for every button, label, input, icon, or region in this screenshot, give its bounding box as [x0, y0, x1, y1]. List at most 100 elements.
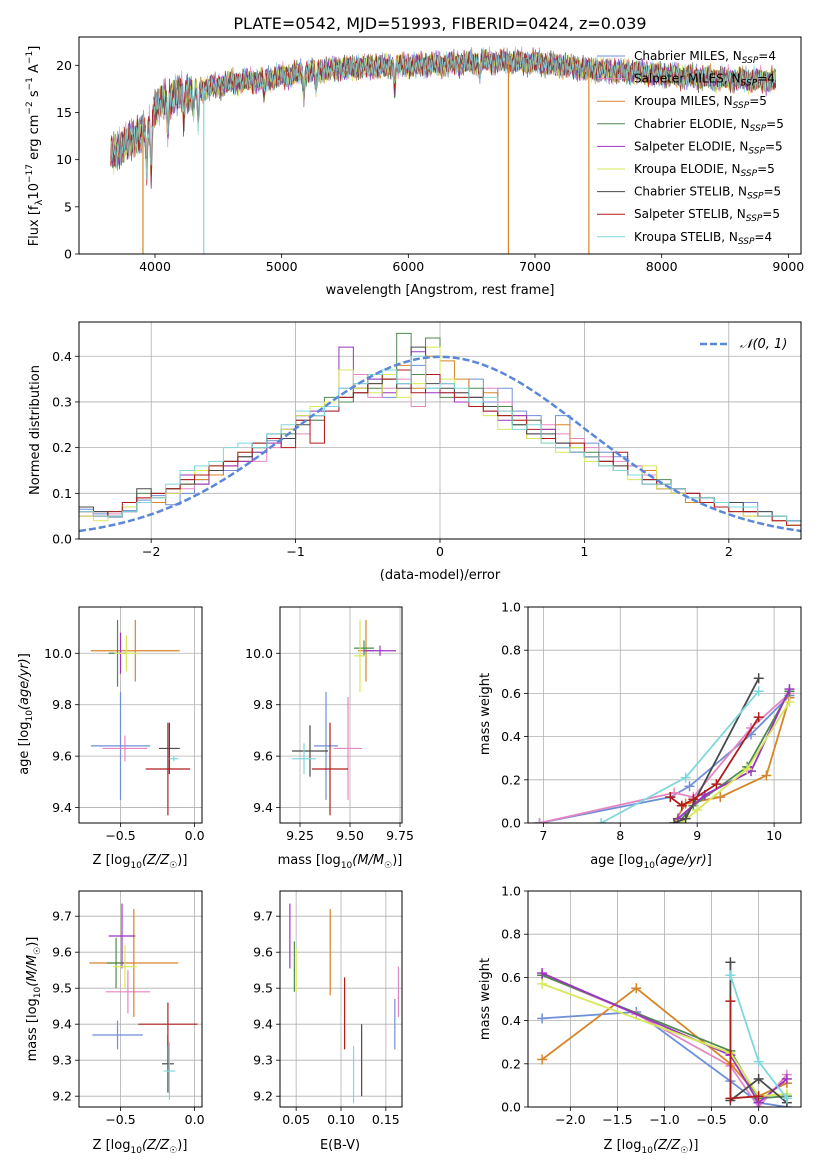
x-tick-label: 5000	[266, 259, 298, 274]
plot-content	[289, 903, 400, 1104]
x-tick-label: −0.5	[696, 1112, 726, 1127]
legend-sub: SSP	[741, 169, 758, 179]
grid	[280, 607, 402, 823]
legend-nssp: =5	[764, 185, 782, 199]
y-tick-label: 0.4	[501, 729, 521, 744]
x-tick-label: 2	[725, 544, 733, 559]
legend-label: Chabrier STELIB, NSSP=5	[634, 185, 781, 202]
x-tick-label: 9	[693, 828, 701, 843]
y-tick-label: 0.3	[52, 394, 72, 409]
axes: 4000 5000 6000 7000 8000 9000 0 5 10 15 20	[56, 58, 804, 274]
x-tick-label: 7000	[519, 259, 551, 274]
y-tick-label: 10.0	[245, 646, 273, 661]
legend-sub: SSP	[742, 56, 759, 66]
y-tick-label: 1.0	[501, 884, 521, 899]
plot-content	[537, 957, 792, 1107]
weight-line	[541, 983, 787, 1098]
weight-vs-age-plot-area: 7 8 9 10 0.0 0.2 0.4 0.6 0.8 1.0	[501, 600, 802, 844]
x-tick-label: 9.50	[336, 828, 364, 843]
spectrum-ylabel: Flux [fλ10−17 erg cm−2 s−1 A−1]	[25, 46, 45, 247]
mass-vs-ebv-xlabel: E(B-V)	[320, 1138, 360, 1153]
weight-line	[673, 677, 760, 823]
axes: −2 −1 0 1 2 0.0 0.1 0.2 0.3 0.4	[52, 349, 733, 559]
x-tick-label: 10	[766, 828, 782, 843]
axes-frame	[527, 890, 802, 1108]
axes-frame	[279, 606, 403, 824]
x-tick-label: 6000	[392, 259, 424, 274]
axes-frame	[527, 606, 802, 824]
weight-vs-age-xlabel: age [log10(age/yr)]	[590, 853, 712, 871]
y-tick-label: 0.4	[501, 1013, 521, 1028]
plot-content	[110, 46, 777, 254]
x-tick-label: 9.25	[286, 828, 314, 843]
legend-label: Salpeter MILES, NSSP=4	[634, 72, 775, 89]
y-tick-label: 9.5	[52, 981, 72, 996]
legend-label: Kroupa STELIB, NSSP=4	[634, 230, 772, 247]
x-tick-label: 0	[436, 544, 444, 559]
x-tick-label: 9000	[772, 259, 804, 274]
plot-content	[292, 619, 396, 816]
legend-sub: SSP	[750, 124, 767, 134]
legend-sub: SSP	[748, 146, 765, 156]
y-tick-label: 9.6	[253, 749, 273, 764]
grid	[528, 606, 801, 824]
y-tick-label: 15	[56, 105, 72, 120]
x-tick-label: 0.15	[372, 1112, 400, 1127]
y-tick-label: 0.4	[52, 349, 72, 364]
y-tick-label: 0.0	[501, 816, 521, 831]
legend-sub: SSP	[738, 237, 755, 247]
mass-vs-Z-plot-area: −0.5 0.0 9.2 9.3 9.4 9.5 9.6 9.7	[52, 890, 205, 1127]
legend-nssp: =4	[757, 72, 775, 86]
mass-vs-ebv-panel: 0.05 0.10 0.15 9.2 9.3 9.4 9.5 9.6 9.7 E(B-V)	[253, 890, 403, 1153]
y-tick-label: 9.8	[52, 697, 72, 712]
weight-vs-Z-panel: −2.0 −1.5 −1.0 −0.5 0.0 0.0 0.2 0.4 0.6 0.8 1.0 Z …	[478, 884, 802, 1156]
y-tick-label: 10.0	[44, 646, 72, 661]
y-tick-label: 9.4	[253, 800, 273, 815]
age-vs-Z-panel: −0.5 0.0 9.4 9.6 9.8 10.0 Z [log10(Z/Z☉)] age…	[17, 606, 205, 871]
x-tick-label: 8	[616, 828, 624, 843]
mass-vs-Z-ylabel: mass [log10(M/M☉)]	[25, 937, 43, 1062]
axes: 0.05 0.10 0.15 9.2 9.3 9.4 9.5 9.6 9.7	[253, 909, 400, 1127]
legend-label: Kroupa MILES, NSSP=5	[634, 94, 767, 111]
y-tick-label: 9.6	[52, 945, 72, 960]
y-tick-label: 0.1	[52, 486, 72, 501]
axes-frame	[279, 890, 403, 1108]
y-tick-label: 1.0	[501, 600, 521, 615]
plot-content	[89, 903, 198, 1100]
plot-content	[79, 332, 801, 533]
legend-sub: SSP	[746, 214, 763, 224]
y-tick-label: 20	[56, 58, 72, 73]
legend-sub: SSP	[733, 101, 750, 111]
axes-frame	[78, 606, 203, 824]
grid	[79, 891, 202, 1107]
spectrum-line	[110, 47, 777, 189]
residual-histogram	[79, 346, 801, 526]
y-tick-label: 0	[64, 247, 72, 262]
legend-nssp: =5	[766, 117, 784, 131]
x-tick-label: −1	[286, 544, 304, 559]
axes: 7 8 9 10 0.0 0.2 0.4 0.6 0.8 1.0	[501, 600, 782, 844]
weight-vs-Z-ylabel: mass weight	[478, 958, 493, 1040]
legend-label: Chabrier ELODIE, NSSP=5	[634, 117, 784, 134]
y-tick-label: 9.2	[52, 1089, 72, 1104]
y-tick-label: 0.0	[501, 1100, 521, 1115]
legend-label: Chabrier MILES, NSSP=4	[634, 49, 776, 66]
x-tick-label: −0.5	[105, 1112, 135, 1127]
y-tick-label: 9.4	[52, 800, 72, 815]
age-vs-Z-plot-area: −0.5 0.0 9.4 9.6 9.8 10.0	[44, 606, 205, 843]
grid	[79, 607, 202, 823]
residuals-xlabel: (data-model)/error	[380, 568, 501, 583]
spectrum-xlabel: wavelength [Angstrom, rest frame]	[326, 283, 555, 298]
x-tick-label: 9.75	[386, 828, 414, 843]
x-tick-label: −0.5	[105, 828, 135, 843]
residuals-plot-area: −2 −1 0 1 2 0.0 0.1 0.2 0.3 0.4	[52, 321, 802, 559]
normal-curve	[79, 355, 801, 533]
x-tick-label: −1.0	[649, 1112, 679, 1127]
age-vs-mass-panel: 9.25 9.50 9.75 9.4 9.6 9.8 10.0 mass [log10(M/…	[245, 606, 414, 871]
y-tick-label: 0.0	[52, 532, 72, 547]
plot-content	[534, 673, 795, 823]
weight-line	[681, 701, 791, 823]
legend-nssp: =5	[757, 162, 775, 176]
y-tick-label: 0.8	[501, 643, 521, 658]
